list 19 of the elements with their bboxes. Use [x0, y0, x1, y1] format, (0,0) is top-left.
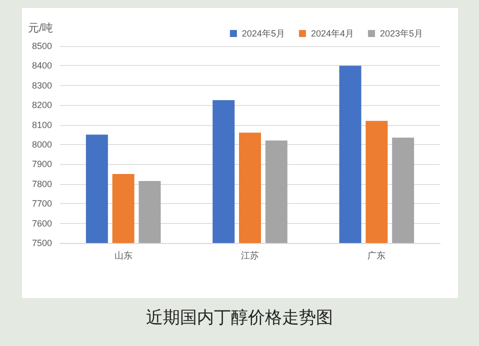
- y-tick-label: 7500: [32, 238, 52, 248]
- x-tick-label: 广东: [368, 250, 386, 260]
- y-axis-title: 元/吨: [28, 22, 54, 34]
- y-tick-label: 8200: [32, 100, 52, 110]
- legend-label: 2024年4月: [310, 28, 354, 38]
- y-tick-label: 7600: [32, 218, 52, 228]
- legend-label: 2023年5月: [380, 28, 424, 38]
- y-tick-label: 8000: [32, 140, 52, 150]
- y-tick-label: 8500: [32, 41, 52, 51]
- legend-label: 2024年5月: [242, 28, 285, 38]
- y-tick-label: 8100: [32, 120, 52, 130]
- x-tick-label: 山东: [114, 250, 132, 260]
- y-tick-label: 7800: [32, 178, 52, 189]
- y-tick-label: 7900: [32, 159, 52, 170]
- y-tick-label: 8300: [32, 80, 52, 90]
- x-tick-label: 江苏: [241, 250, 259, 260]
- text: 近期国内丁醇价格走势图: [145, 307, 334, 329]
- y-tick-label: 8400: [32, 60, 52, 71]
- y-tick-label: 7700: [32, 198, 52, 209]
